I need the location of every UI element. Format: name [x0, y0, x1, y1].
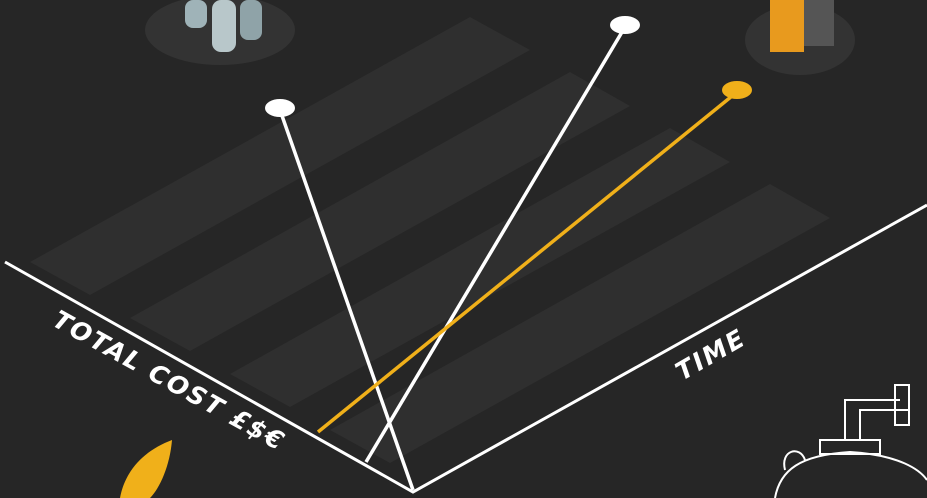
cylinders-icon [145, 0, 295, 65]
machine-icon [745, 0, 855, 75]
leaf-icon [120, 440, 172, 498]
pipes-icon [774, 384, 927, 498]
line-end [610, 16, 640, 34]
line-end [722, 81, 752, 99]
axes [4, 203, 927, 494]
line-end [265, 99, 295, 117]
trend-lines [278, 26, 739, 491]
